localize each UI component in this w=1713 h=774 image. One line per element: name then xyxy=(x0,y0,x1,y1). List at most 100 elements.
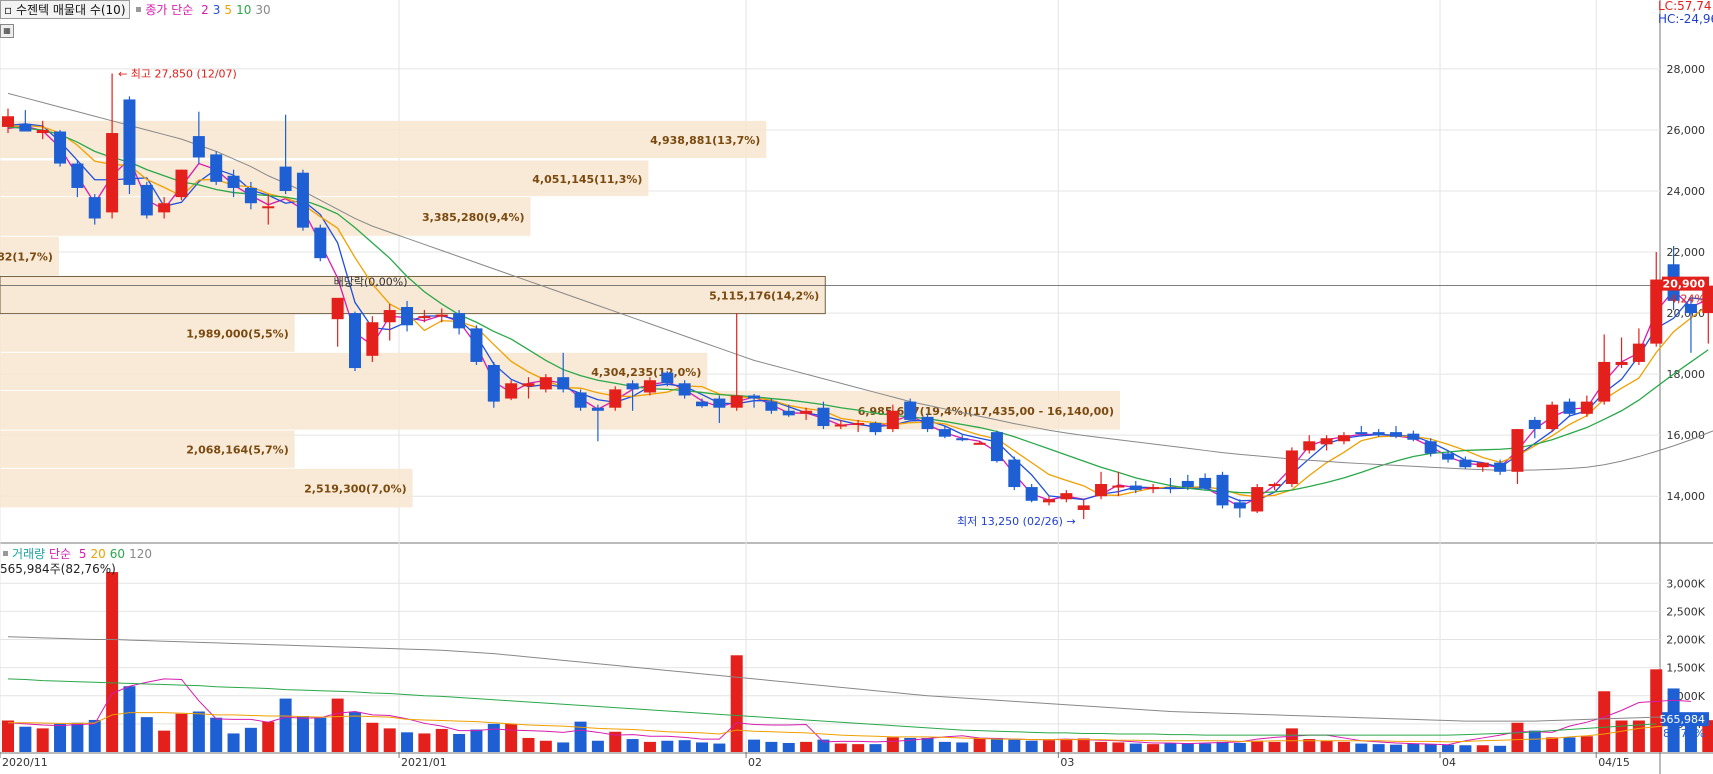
indicator-selector[interactable]: ▫ 수젠텍 매물대 수(10) xyxy=(0,0,130,19)
volume-bar xyxy=(279,698,292,752)
volume-bar xyxy=(1337,741,1350,752)
candle-body xyxy=(296,172,309,228)
legend-square-icon xyxy=(136,7,142,12)
current-volume-pct-label: 82,76% xyxy=(1663,727,1705,740)
volume-bar xyxy=(262,721,275,752)
volume-bar xyxy=(539,740,552,752)
volume-bar xyxy=(71,722,84,752)
volume-bar xyxy=(574,721,587,752)
candle-body xyxy=(1199,477,1212,489)
candle-body xyxy=(1702,285,1713,314)
candle-body xyxy=(990,432,1003,462)
volume-bar xyxy=(383,728,396,752)
volume-ma-period-60: 60 xyxy=(109,547,126,561)
candle-body xyxy=(487,364,500,402)
date-label: 04/15 xyxy=(1598,756,1630,769)
volume-bar xyxy=(1407,743,1420,752)
candle-body xyxy=(1008,459,1021,488)
volume-bar xyxy=(1181,743,1194,752)
volume-tick-label: 1,500K xyxy=(1666,662,1705,675)
current-volume-label: 565,984 xyxy=(1660,713,1706,726)
candle-body xyxy=(886,410,899,430)
candle-body xyxy=(1580,401,1593,414)
hc-value: HC:-24,96 xyxy=(1658,12,1713,26)
volume-profile-band xyxy=(0,468,413,508)
volume-bar xyxy=(296,716,309,752)
volume-bar xyxy=(1008,739,1021,752)
volume-bar xyxy=(1043,740,1055,752)
volume-bar xyxy=(1060,739,1073,752)
volume-bar xyxy=(1442,744,1455,752)
volume-bar xyxy=(713,743,726,752)
volume-bar xyxy=(1476,745,1489,752)
candle-body xyxy=(210,154,223,182)
volume-bar xyxy=(609,731,622,752)
volume-profile-label: 2,519,300(7,0%) xyxy=(304,483,407,496)
volume-bar xyxy=(158,730,171,752)
candle-body xyxy=(383,310,396,323)
price-tick-label: 26,000 xyxy=(1667,124,1706,137)
volume-bar xyxy=(487,723,500,752)
volume-bar xyxy=(886,737,899,752)
volume-bar xyxy=(1650,669,1663,752)
volume-bar xyxy=(1494,745,1507,752)
volume-tick-label: 2,500K xyxy=(1666,605,1705,618)
volume-profile-label: 6,985,647(19,4%)(17,435,00 - 16,140,00) xyxy=(858,405,1114,418)
volume-profile-label: 3,385,280(9,4%) xyxy=(422,211,525,224)
volume-bar xyxy=(938,741,951,752)
price-ma-period-2: 2 xyxy=(201,3,209,17)
candle-body xyxy=(661,372,674,384)
volume-ma-line-5 xyxy=(7,678,1691,746)
price-ma-period-5: 5 xyxy=(224,3,233,17)
volume-title: 거래량 xyxy=(12,547,46,561)
volume-bar xyxy=(643,741,656,752)
candle-body xyxy=(1164,487,1177,490)
volume-ma-line-60 xyxy=(7,678,1657,736)
candle-body xyxy=(366,322,379,356)
candle-body xyxy=(1459,459,1472,468)
lc-hc-readout: LC:57,74 HC:-24,96 xyxy=(1658,0,1713,26)
volume-bar xyxy=(921,737,934,752)
volume-bar xyxy=(1563,737,1576,752)
candle-body xyxy=(1095,484,1108,497)
low-annotation: 최저 13,250 (02/26) → xyxy=(957,515,1076,528)
volume-bar xyxy=(834,743,847,752)
volume-bar xyxy=(1164,743,1177,752)
volume-bar xyxy=(1702,720,1713,752)
candle-body xyxy=(1390,432,1402,437)
volume-bar xyxy=(1268,741,1281,752)
price-ma-period-30: 30 xyxy=(255,3,271,17)
candle-body xyxy=(1407,433,1420,440)
volume-bar xyxy=(1320,740,1333,752)
volume-bar xyxy=(1598,691,1611,752)
candle-body xyxy=(505,383,518,399)
candle-body xyxy=(418,316,431,319)
volume-bar xyxy=(869,744,882,752)
candle-body xyxy=(54,131,67,164)
volume-ma-line-120 xyxy=(7,636,1709,722)
candle-body xyxy=(1129,485,1142,491)
candle-body xyxy=(904,401,917,420)
candle-body xyxy=(1112,485,1125,488)
price-tick-label: 22,000 xyxy=(1667,246,1706,259)
candle-body xyxy=(1511,429,1524,472)
calculator-icon[interactable]: ▦ xyxy=(0,24,14,38)
candle-body xyxy=(140,184,153,216)
volume-bar xyxy=(1459,745,1472,752)
candle-body xyxy=(470,328,483,362)
candle-body xyxy=(678,383,691,396)
candle-body xyxy=(609,389,622,408)
candle-body xyxy=(401,306,414,326)
candle-body xyxy=(1563,401,1576,414)
candle-body xyxy=(1528,419,1541,430)
candle-body xyxy=(453,313,466,329)
candle-body xyxy=(1684,303,1697,314)
candle-body xyxy=(557,377,570,390)
candle-body xyxy=(1442,453,1455,460)
volume-bar xyxy=(1580,736,1593,752)
date-label: 2020/11 xyxy=(2,756,48,769)
volume-bar xyxy=(1025,740,1038,752)
candle-body xyxy=(1337,435,1350,442)
candle-body xyxy=(1077,505,1090,510)
